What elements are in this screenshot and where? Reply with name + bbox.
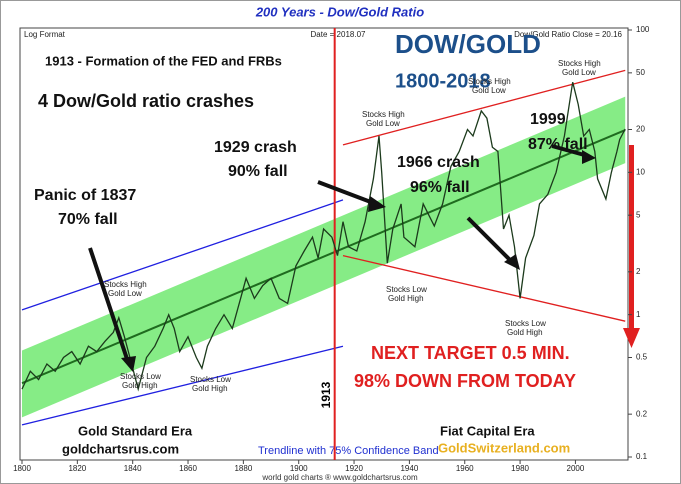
channel-line xyxy=(21,345,344,426)
x-tick-label: 1940 xyxy=(400,464,418,473)
target-arrow xyxy=(623,145,640,348)
annotation: Gold High xyxy=(192,384,228,393)
annotation: DOW/GOLD xyxy=(395,29,541,59)
arrow-head xyxy=(582,150,596,164)
annotation: 1800-2018 xyxy=(395,70,491,92)
y-tick-label: 10 xyxy=(636,167,645,176)
annotation: 1999 xyxy=(530,111,566,128)
arrow-head xyxy=(121,356,136,372)
annotation: 90% fall xyxy=(228,163,288,180)
y-tick-label: 50 xyxy=(636,68,645,77)
annotation: 98% DOWN FROM TODAY xyxy=(354,371,576,391)
channel-line xyxy=(342,69,626,146)
annotation: 87% fall xyxy=(528,136,588,153)
annotation: NEXT TARGET 0.5 MIN. xyxy=(371,343,570,363)
arrow-heads xyxy=(121,150,596,372)
x-tick-label: 1960 xyxy=(456,464,474,473)
arrow-head xyxy=(368,196,386,212)
x-tick-label: 1860 xyxy=(179,464,197,473)
annotation: Gold High xyxy=(122,381,158,390)
trendline-label: Trendline with 75% Confidence Band xyxy=(258,445,439,457)
annotation: Stocks High xyxy=(104,280,147,289)
annotation: Gold Low xyxy=(366,119,400,128)
channel-line xyxy=(21,199,344,311)
annotation: Stocks High xyxy=(558,59,601,68)
target-arrow-shaft xyxy=(629,145,634,330)
chart-title: 200 Years - Dow/Gold Ratio xyxy=(255,4,424,19)
annotation: 96% fall xyxy=(410,179,470,196)
annotation: Panic of 1837 xyxy=(34,187,136,204)
y-tick-label: 0.5 xyxy=(636,353,648,362)
annotation: GoldSwitzerland.com xyxy=(438,440,570,455)
annotation: 4 Dow/Gold ratio crashes xyxy=(38,91,254,111)
annotation: Stocks Low xyxy=(190,375,231,384)
x-tick-label: 1840 xyxy=(124,464,142,473)
annotation: 1913 - Formation of the FED and FRBs xyxy=(45,53,282,68)
x-tick-label: 1820 xyxy=(68,464,86,473)
y-tick-label: 0.1 xyxy=(636,452,648,461)
info-text: Date = 2018.07 xyxy=(311,30,366,39)
y-tick-label: 1 xyxy=(636,310,641,319)
annotation: 70% fall xyxy=(58,211,118,228)
x-tick-label: 1920 xyxy=(345,464,363,473)
y-tick-label: 5 xyxy=(636,210,641,219)
info-text: Log Format xyxy=(24,30,66,39)
annotation: Stocks Low xyxy=(386,285,427,294)
annotation: Stocks Low xyxy=(120,372,161,381)
annotation: Gold Low xyxy=(108,289,142,298)
y-tick-label: 20 xyxy=(636,125,645,134)
arrow-head xyxy=(504,254,520,270)
x-tick-label: 1880 xyxy=(234,464,252,473)
x-tick-label: 1900 xyxy=(290,464,308,473)
annotation: Gold Standard Era xyxy=(78,423,193,438)
x-tick-label: 1800 xyxy=(13,464,31,473)
annotation: Gold High xyxy=(507,328,543,337)
annotation: Gold High xyxy=(388,294,424,303)
annotation: Gold Low xyxy=(562,68,596,77)
x-tick-label: 2000 xyxy=(567,464,585,473)
footer: world gold charts ® www.goldchartsrus.co… xyxy=(261,473,418,482)
annotation: goldchartsrus.com xyxy=(62,441,179,456)
fed-year-label: 1913 xyxy=(319,381,333,408)
annotation: Fiat Capital Era xyxy=(440,423,535,438)
y-tick-label: 100 xyxy=(636,25,650,34)
y-tick-label: 2 xyxy=(636,267,641,276)
arrow xyxy=(317,180,377,206)
annotation: Stocks High xyxy=(362,110,405,119)
x-tick-label: 1980 xyxy=(511,464,529,473)
annotation: Stocks Low xyxy=(505,319,546,328)
y-tick-label: 0.2 xyxy=(636,409,648,418)
annotation: 1929 crash xyxy=(214,139,297,156)
annotation: Gold Low xyxy=(472,86,506,95)
annotation: 1966 crash xyxy=(397,154,480,171)
annotation: Stocks High xyxy=(468,77,511,86)
info-text: Dow/Gold Ratio Close = 20.16 xyxy=(514,30,622,39)
arrow xyxy=(466,216,514,264)
arrow xyxy=(88,247,130,363)
target-arrow-head xyxy=(623,328,640,348)
channel-line xyxy=(342,254,626,322)
